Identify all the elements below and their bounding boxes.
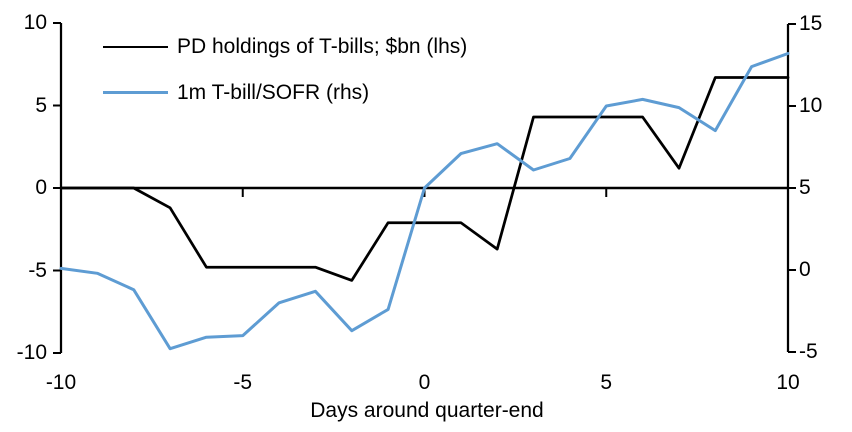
legend-label-pd-holdings: PD holdings of T-bills; $bn (lhs) (177, 34, 468, 58)
legend: PD holdings of T-bills; $bn (lhs) 1m T-b… (103, 30, 467, 109)
legend-line-swatch-black (103, 45, 168, 48)
lhs-tick-label: 10 (23, 11, 47, 34)
x-axis-title: Days around quarter-end (310, 399, 544, 422)
legend-item-sofr: 1m T-bill/SOFR (rhs) (103, 76, 467, 109)
legend-line-swatch-blue (103, 91, 168, 94)
lhs-tick-label: 5 (35, 93, 47, 117)
legend-label-sofr: 1m T-bill/SOFR (rhs) (177, 80, 370, 104)
series-pd-holdings-line (59, 76, 790, 282)
series-lines-group (59, 52, 790, 351)
rhs-tick-label: 5 (799, 176, 811, 199)
x-tick-label: 0 (418, 371, 431, 394)
rhs-tick-label: 0 (799, 258, 811, 281)
x-tick-label: 10 (776, 371, 800, 394)
x-tick-label: -5 (233, 371, 253, 394)
legend-item-pd-holdings: PD holdings of T-bills; $bn (lhs) (103, 30, 467, 63)
series-sofr-line (59, 52, 790, 351)
lhs-tick-label: -10 (16, 341, 47, 364)
rhs-tick-label: 10 (799, 94, 823, 117)
x-tick-label: 5 (600, 371, 613, 394)
x-tick-label: -10 (45, 371, 77, 394)
lhs-tick-label: 0 (35, 176, 47, 199)
rhs-tick-label: 15 (799, 12, 823, 35)
rhs-tick-label: -5 (799, 340, 818, 363)
lhs-tick-label: -5 (28, 258, 47, 282)
axis-ticks-group (53, 22, 796, 354)
